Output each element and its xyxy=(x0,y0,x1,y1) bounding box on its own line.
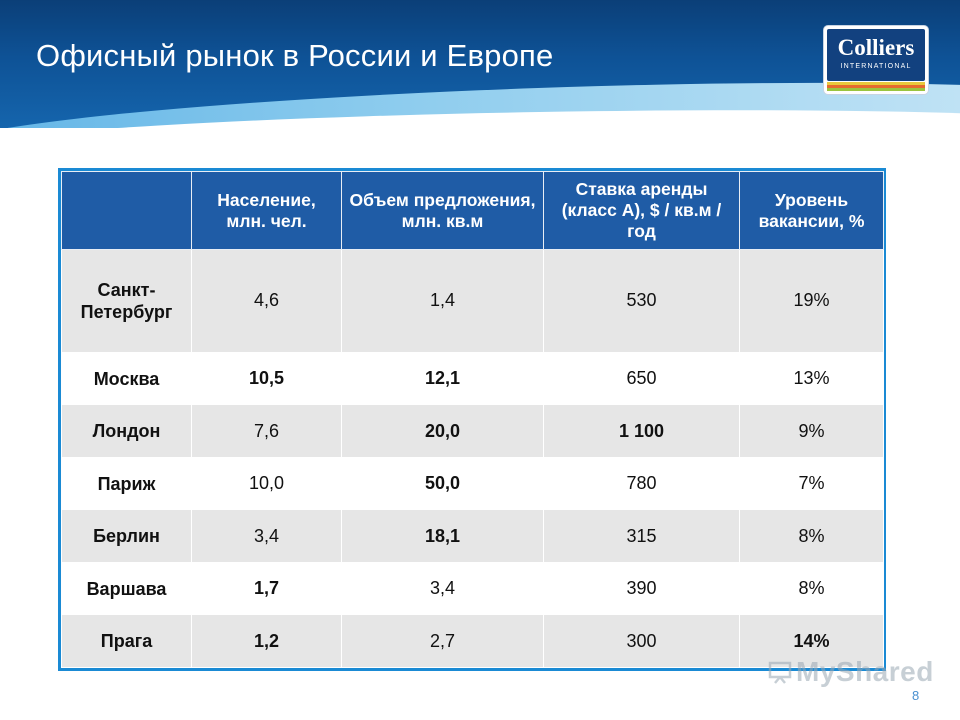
logo-subtitle: INTERNATIONAL xyxy=(840,63,912,70)
cell-population: 10,5 xyxy=(191,351,342,406)
cell-supply: 18,1 xyxy=(341,509,544,563)
cell-city: Москва xyxy=(61,351,192,406)
cell-city: Берлин xyxy=(61,509,192,563)
logo-stripe-green xyxy=(827,88,925,91)
table-row: Санкт-Петербург 4,6 1,4 530 19% xyxy=(61,249,884,353)
cell-vacancy: 19% xyxy=(739,249,884,353)
watermark: MyShared xyxy=(768,656,934,688)
cell-vacancy: 9% xyxy=(739,404,884,458)
page-number: 8 xyxy=(912,688,920,703)
logo-stripe-orange xyxy=(827,85,925,88)
cell-city: Прага xyxy=(61,614,192,668)
watermark-text: MyShared xyxy=(796,656,934,687)
cell-vacancy: 14% xyxy=(739,614,884,668)
logo-name: Colliers xyxy=(837,35,915,60)
cell-vacancy: 7% xyxy=(739,456,884,511)
cell-population: 1,7 xyxy=(191,561,342,616)
cell-rent: 390 xyxy=(543,561,740,616)
slide-title: Офисный рынок в России и Европе xyxy=(36,38,554,73)
logo-stripe-yellow xyxy=(827,82,925,85)
cell-supply: 12,1 xyxy=(341,351,544,406)
table-row: Москва 10,5 12,1 650 13% xyxy=(61,351,884,406)
header-rent: Ставка аренды (класс А), $ / кв.м / год xyxy=(543,171,740,250)
table-header-row: Население, млн. чел. Объем предложения, … xyxy=(61,171,884,250)
cell-vacancy: 8% xyxy=(739,509,884,563)
header-population: Население, млн. чел. xyxy=(191,171,342,250)
header-band xyxy=(0,0,960,128)
cell-rent: 780 xyxy=(543,456,740,511)
logo-stripes xyxy=(827,82,925,91)
cell-supply: 3,4 xyxy=(341,561,544,616)
cell-population: 1,2 xyxy=(191,614,342,668)
table-row: Париж 10,0 50,0 780 7% xyxy=(61,456,884,511)
data-table: Население, млн. чел. Объем предложения, … xyxy=(61,171,884,668)
cell-population: 10,0 xyxy=(191,456,342,511)
colliers-logo: Colliers INTERNATIONAL xyxy=(824,26,928,94)
cell-city: Париж xyxy=(61,456,192,511)
table-row: Прага 1,2 2,7 300 14% xyxy=(61,614,884,668)
cell-supply: 1,4 xyxy=(341,249,544,353)
cell-city: Санкт-Петербург xyxy=(61,249,192,353)
header-city xyxy=(61,171,192,250)
table-row: Берлин 3,4 18,1 315 8% xyxy=(61,509,884,563)
table-row: Лондон 7,6 20,0 1 100 9% xyxy=(61,404,884,458)
cell-population: 7,6 xyxy=(191,404,342,458)
cell-rent: 315 xyxy=(543,509,740,563)
header-vacancy: Уровень вакансии, % xyxy=(739,171,884,250)
cell-vacancy: 13% xyxy=(739,351,884,406)
cell-vacancy: 8% xyxy=(739,561,884,616)
presentation-icon xyxy=(768,661,792,684)
cell-rent: 530 xyxy=(543,249,740,353)
header-supply: Объем предложения, млн. кв.м xyxy=(341,171,544,250)
cell-population: 3,4 xyxy=(191,509,342,563)
cell-population: 4,6 xyxy=(191,249,342,353)
logo-box: Colliers INTERNATIONAL xyxy=(827,29,925,81)
office-market-table: Население, млн. чел. Объем предложения, … xyxy=(58,168,886,671)
cell-rent: 650 xyxy=(543,351,740,406)
cell-rent: 300 xyxy=(543,614,740,668)
table-row: Варшава 1,7 3,4 390 8% xyxy=(61,561,884,616)
cell-rent: 1 100 xyxy=(543,404,740,458)
cell-city: Лондон xyxy=(61,404,192,458)
cell-supply: 20,0 xyxy=(341,404,544,458)
cell-supply: 2,7 xyxy=(341,614,544,668)
cell-supply: 50,0 xyxy=(341,456,544,511)
cell-city: Варшава xyxy=(61,561,192,616)
